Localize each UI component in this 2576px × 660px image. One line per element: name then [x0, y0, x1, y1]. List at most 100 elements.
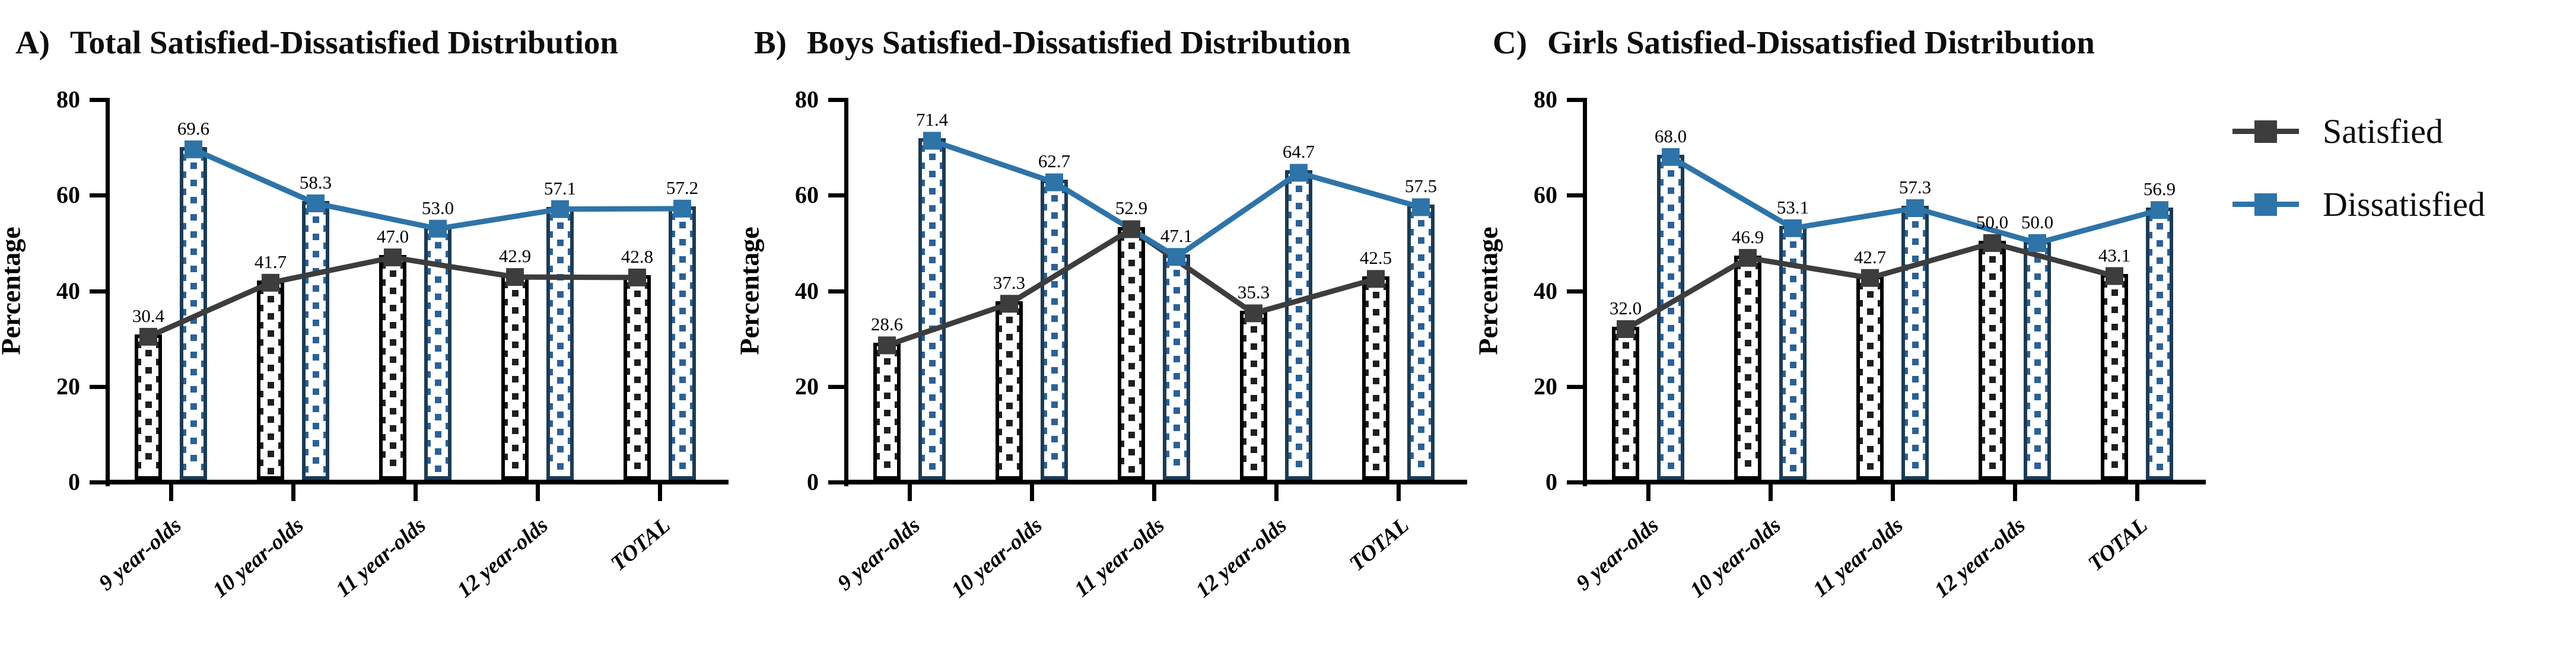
bar-pattern-dot — [1668, 359, 1674, 366]
bar-pattern-dot — [2122, 298, 2125, 305]
bar-pattern-dot — [428, 336, 431, 343]
bar-pattern-dot — [1745, 442, 1751, 449]
bar-pattern-dot — [2157, 257, 2163, 264]
panel-title-text: Girls Satisfied-Dissatisfied Distributio… — [1547, 24, 2095, 60]
y-tick — [90, 480, 106, 484]
bar-pattern-dot — [1384, 318, 1386, 325]
bar-pattern-dot — [1790, 378, 1796, 385]
bar-pattern-dot — [1989, 359, 1996, 366]
value-label-dissatisfied-11-year-olds: 47.1 — [1160, 225, 1193, 247]
bar-pattern-dot — [672, 247, 675, 254]
bar-pattern-dot — [1429, 263, 1431, 270]
bar-pattern-dot — [1296, 306, 1302, 313]
bar-pattern-dot — [929, 205, 936, 212]
bar-pattern-dot — [145, 452, 152, 460]
bar-pattern-dot — [2111, 375, 2118, 382]
bar-pattern-dot — [1678, 419, 1681, 426]
bar-pattern-dot — [390, 374, 396, 381]
panel-letter: B) — [754, 24, 787, 60]
bar-pattern-dot — [1306, 298, 1309, 305]
bar-pattern-dot — [2104, 418, 2107, 425]
bar-pattern-dot — [1418, 237, 1424, 244]
bar-pattern-dot — [383, 417, 386, 424]
bar-pattern-dot — [390, 425, 396, 432]
bar-pattern-dot — [627, 350, 630, 358]
bar-pattern-dot — [1184, 365, 1187, 372]
value-label-satisfied-10-year-olds: 37.3 — [993, 272, 1026, 294]
bar-pattern-dot — [999, 463, 1002, 470]
bar-pattern-dot — [1429, 418, 1431, 425]
bar-pattern-dot — [1418, 306, 1424, 313]
bar-pattern-dot — [550, 299, 553, 307]
bar-pattern-dot — [2045, 385, 2047, 392]
bar-pattern-dot — [1184, 330, 1187, 337]
bar-pattern-dot — [190, 454, 197, 461]
bar-pattern-dot — [1668, 256, 1674, 263]
bar-pattern-dot — [1429, 229, 1431, 236]
bar-pattern-dot — [183, 343, 186, 350]
bar-pattern-dot — [323, 431, 326, 438]
bar-pattern-dot — [1062, 290, 1064, 297]
bar-pattern-dot — [1173, 407, 1180, 415]
bar-pattern-dot — [1623, 394, 1629, 400]
bar-pattern-dot — [627, 385, 630, 392]
bar-pattern-dot — [323, 294, 326, 301]
bar-satisfied-total — [624, 275, 651, 480]
bar-pattern-dot — [323, 259, 326, 266]
bar-pattern-dot — [1678, 178, 1681, 186]
bar-pattern-dot — [435, 379, 441, 386]
bar-pattern-dot — [260, 459, 263, 466]
value-label-satisfied-9-year-olds: 30.4 — [132, 305, 165, 326]
satisfied-line — [886, 226, 1377, 348]
bar-pattern-dot — [1306, 280, 1309, 288]
bar-pattern-dot — [1905, 402, 1908, 409]
bar-pattern-dot — [1373, 464, 1379, 471]
bar-pattern-dot — [929, 446, 936, 453]
bar-pattern-dot — [1418, 254, 1424, 262]
bar-pattern-dot — [627, 402, 630, 409]
bar-pattern-dot — [435, 396, 441, 403]
bar-pattern-dot — [1923, 419, 1925, 426]
bar-pattern-dot — [672, 385, 675, 392]
bar-pattern-dot — [201, 377, 203, 384]
bar-pattern-dot — [306, 276, 309, 283]
bar-pattern-dot — [2149, 352, 2152, 359]
bar-pattern-dot — [1429, 315, 1431, 322]
bar-pattern-dot — [2034, 428, 2041, 435]
bar-pattern-dot — [1738, 348, 1741, 355]
bar-pattern-dot — [895, 419, 897, 426]
bar-pattern-dot — [1128, 414, 1135, 421]
bar-pattern-dot — [1989, 376, 1996, 383]
bar-pattern-dot — [1912, 324, 1919, 331]
bar-pattern-dot — [268, 381, 274, 388]
bar-pattern-dot — [435, 310, 441, 317]
bar-pattern-dot — [1366, 404, 1369, 411]
bar-pattern-dot — [568, 368, 570, 375]
bar-pattern-dot — [1756, 331, 1758, 338]
satisfied-marker — [878, 336, 896, 355]
bar-pattern-dot — [1860, 299, 1863, 307]
bar-pattern-dot — [1756, 314, 1758, 321]
x-tick — [2135, 484, 2139, 501]
y-tick — [1567, 289, 1583, 294]
bar-pattern-dot — [1173, 339, 1180, 346]
bar-pattern-dot — [428, 353, 431, 361]
bar-pattern-dot — [183, 257, 186, 264]
bar-pattern-dot — [1756, 417, 1758, 424]
bar-pattern-dot — [1244, 335, 1246, 342]
bar-pattern-dot — [1411, 332, 1414, 339]
bar-pattern-dot — [1296, 375, 1302, 382]
bar-pattern-dot — [2000, 264, 2002, 272]
bar-dissatisfied-12-year-olds — [2024, 240, 2051, 480]
bar-pattern-dot — [201, 429, 203, 436]
bar-pattern-dot — [278, 373, 281, 380]
bar-pattern-dot — [1044, 359, 1047, 366]
bar-pattern-dot — [1128, 259, 1135, 266]
bar-pattern-dot — [1121, 371, 1124, 378]
y-tick — [828, 289, 844, 294]
bar-pattern-dot — [568, 282, 570, 289]
bar-pattern-dot — [940, 403, 942, 410]
bar-pattern-dot — [1121, 337, 1124, 344]
bar-pattern-dot — [1139, 406, 1141, 413]
bar-satisfied-total — [1362, 276, 1389, 480]
